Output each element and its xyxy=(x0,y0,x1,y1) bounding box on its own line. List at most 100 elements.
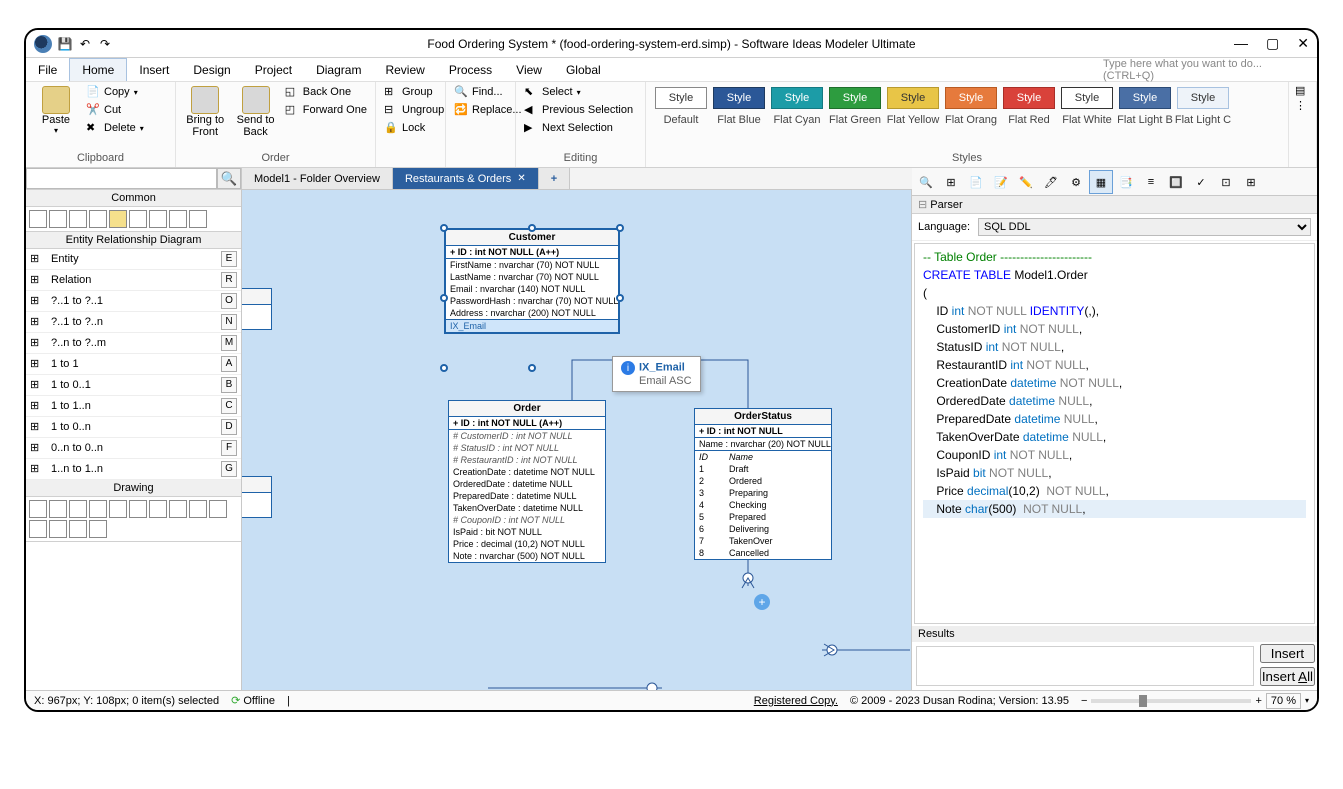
rp-tool-6[interactable]: ⚙ xyxy=(1064,170,1088,194)
style-swatch-0[interactable]: Style xyxy=(655,87,707,109)
style-swatch-7[interactable]: Style xyxy=(1061,87,1113,109)
zoom-slider[interactable] xyxy=(1091,699,1251,703)
back-one-button[interactable]: ◱Back One xyxy=(283,84,369,100)
language-select[interactable]: SQL DDL xyxy=(978,218,1311,236)
shape-oval-icon[interactable] xyxy=(169,500,187,518)
shape-line-icon[interactable] xyxy=(49,500,67,518)
style-swatch-9[interactable]: Style xyxy=(1177,87,1229,109)
lock-button[interactable]: 🔒Lock xyxy=(382,120,446,136)
selection-handle[interactable] xyxy=(616,294,624,302)
erd-tool-1-to-0-1[interactable]: ⊞ 1 to 0..1B xyxy=(26,375,241,396)
erd-tool-relation[interactable]: ⊞ RelationR xyxy=(26,270,241,291)
selection-handle[interactable] xyxy=(616,224,624,232)
zoom-out-icon[interactable]: − xyxy=(1081,695,1087,707)
menu-design[interactable]: Design xyxy=(181,58,242,81)
style-swatch-4[interactable]: Style xyxy=(887,87,939,109)
selection-handle[interactable] xyxy=(528,364,536,372)
shape-pie-icon[interactable] xyxy=(109,500,127,518)
shape-roundrect-icon[interactable] xyxy=(89,500,107,518)
menu-search-input[interactable]: Type here what you want to do... (CTRL+Q… xyxy=(1097,58,1317,81)
cut-button[interactable]: ✂️Cut xyxy=(84,102,146,118)
tab-restaurants-orders[interactable]: Restaurants & Orders✕ xyxy=(393,168,539,189)
insert-all-button[interactable]: Insert All xyxy=(1260,667,1315,686)
tool-text-icon[interactable] xyxy=(89,210,107,228)
style-swatch-3[interactable]: Style xyxy=(829,87,881,109)
erd-tool-entity[interactable]: ⊞ EntityE xyxy=(26,249,241,270)
rp-tool-12[interactable]: ⊡ xyxy=(1214,170,1238,194)
send-back-button[interactable]: Send to Back xyxy=(232,84,278,140)
replace-button[interactable]: 🔁Replace... xyxy=(452,102,524,118)
ribbon-more-icon[interactable]: ▤ xyxy=(1295,84,1306,97)
menu-insert[interactable]: Insert xyxy=(127,58,181,81)
entity-order[interactable]: Order+ ID : int NOT NULL (A++)# Customer… xyxy=(448,400,606,563)
style-swatch-8[interactable]: Style xyxy=(1119,87,1171,109)
group-button[interactable]: ⊞Group xyxy=(382,84,446,100)
selection-handle[interactable] xyxy=(440,294,448,302)
shape-arrow-icon[interactable] xyxy=(29,500,47,518)
toolbox-search-input[interactable] xyxy=(26,168,217,189)
tab-new-button[interactable]: + xyxy=(539,168,570,189)
shape-star-icon[interactable] xyxy=(89,520,107,538)
entity-orderstatus[interactable]: OrderStatus+ ID : int NOT NULLName : nva… xyxy=(694,408,832,560)
rp-tool-3[interactable]: 📝 xyxy=(989,170,1013,194)
minimize-icon[interactable]: — xyxy=(1234,35,1248,52)
rp-tool-11[interactable]: ✓ xyxy=(1189,170,1213,194)
toolbox-search-button[interactable]: 🔍 xyxy=(217,168,241,189)
rp-tool-2[interactable]: 📄 xyxy=(964,170,988,194)
save-icon[interactable]: 💾 xyxy=(58,37,72,51)
insert-button[interactable]: Insert xyxy=(1260,644,1315,663)
tool-note-icon[interactable] xyxy=(109,210,127,228)
rp-tool-9[interactable]: ≡ xyxy=(1139,170,1163,194)
tab-close-icon[interactable]: ✕ xyxy=(517,173,525,184)
entity-stub[interactable]: NULL xyxy=(242,476,272,518)
tool-pointer-icon[interactable] xyxy=(29,210,47,228)
tool-move-icon[interactable] xyxy=(49,210,67,228)
next-selection-button[interactable]: ▶Next Selection xyxy=(522,120,635,136)
bring-front-button[interactable]: Bring to Front xyxy=(182,84,228,140)
style-swatch-1[interactable]: Style xyxy=(713,87,765,109)
code-editor[interactable]: -- Table Order -----------------------CR… xyxy=(914,243,1315,624)
tool-line-icon[interactable] xyxy=(129,210,147,228)
selection-handle[interactable] xyxy=(440,364,448,372)
tab-model1-folder-overview[interactable]: Model1 - Folder Overview xyxy=(242,168,393,189)
selection-handle[interactable] xyxy=(440,224,448,232)
shape-hexagon-icon[interactable] xyxy=(49,520,67,538)
rp-tool-5[interactable]: 🖊 xyxy=(1039,170,1063,194)
copy-button[interactable]: 📄Copy ▾ xyxy=(84,84,146,100)
shape-pentagon-icon[interactable] xyxy=(29,520,47,538)
ungroup-button[interactable]: ⊟Ungroup xyxy=(382,102,446,118)
shape-capsule-icon[interactable] xyxy=(149,500,167,518)
rp-tool-7[interactable]: ▦ xyxy=(1089,170,1113,194)
erd-tool-1-to-1[interactable]: ⊞ 1 to 1A xyxy=(26,354,241,375)
ribbon-expand-icon[interactable]: ⋮ xyxy=(1295,99,1306,112)
shape-octagon-icon[interactable] xyxy=(69,520,87,538)
shape-diamond-icon[interactable] xyxy=(209,500,227,518)
rp-tool-1[interactable]: ⊞ xyxy=(939,170,963,194)
close-icon[interactable]: ✕ xyxy=(1297,35,1309,52)
rp-tool-13[interactable]: ⊞ xyxy=(1239,170,1263,194)
shape-ellipse-icon[interactable] xyxy=(129,500,147,518)
shape-triangle-icon[interactable] xyxy=(189,500,207,518)
delete-button[interactable]: ✖Delete ▾ xyxy=(84,120,146,136)
select-button[interactable]: ⬉Select ▾ xyxy=(522,84,635,100)
rp-tool-4[interactable]: ✏️ xyxy=(1014,170,1038,194)
rp-tool-0[interactable]: 🔍 xyxy=(914,170,938,194)
diagram-canvas[interactable]: Customer+ ID : int NOT NULL (A++)FirstNa… xyxy=(242,190,912,690)
erd-tool-0-n-to-0-n[interactable]: ⊞ 0..n to 0..nF xyxy=(26,438,241,459)
menu-process[interactable]: Process xyxy=(437,58,504,81)
rp-tool-8[interactable]: 📑 xyxy=(1114,170,1138,194)
paste-button[interactable]: Paste▾ xyxy=(32,84,80,137)
redo-icon[interactable]: ↷ xyxy=(98,37,112,51)
forward-one-button[interactable]: ◰Forward One xyxy=(283,102,369,118)
menu-global[interactable]: Global xyxy=(554,58,613,81)
erd-tool-1-to-0-n[interactable]: ⊞ 1 to 0..nD xyxy=(26,417,241,438)
entity-customer[interactable]: Customer+ ID : int NOT NULL (A++)FirstNa… xyxy=(444,228,620,334)
selection-handle[interactable] xyxy=(528,224,536,232)
tool-zoom-icon[interactable] xyxy=(69,210,87,228)
erd-tool-1-n-to-1-n[interactable]: ⊞ 1..n to 1..nG xyxy=(26,459,241,480)
find-button[interactable]: 🔍Find... xyxy=(452,84,524,100)
tool-list-icon[interactable] xyxy=(169,210,187,228)
menu-home[interactable]: Home xyxy=(69,58,127,81)
add-row-icon[interactable]: + xyxy=(754,594,770,610)
erd-tool-1-to-1-n[interactable]: ⊞ 1 to 1..nC xyxy=(26,396,241,417)
